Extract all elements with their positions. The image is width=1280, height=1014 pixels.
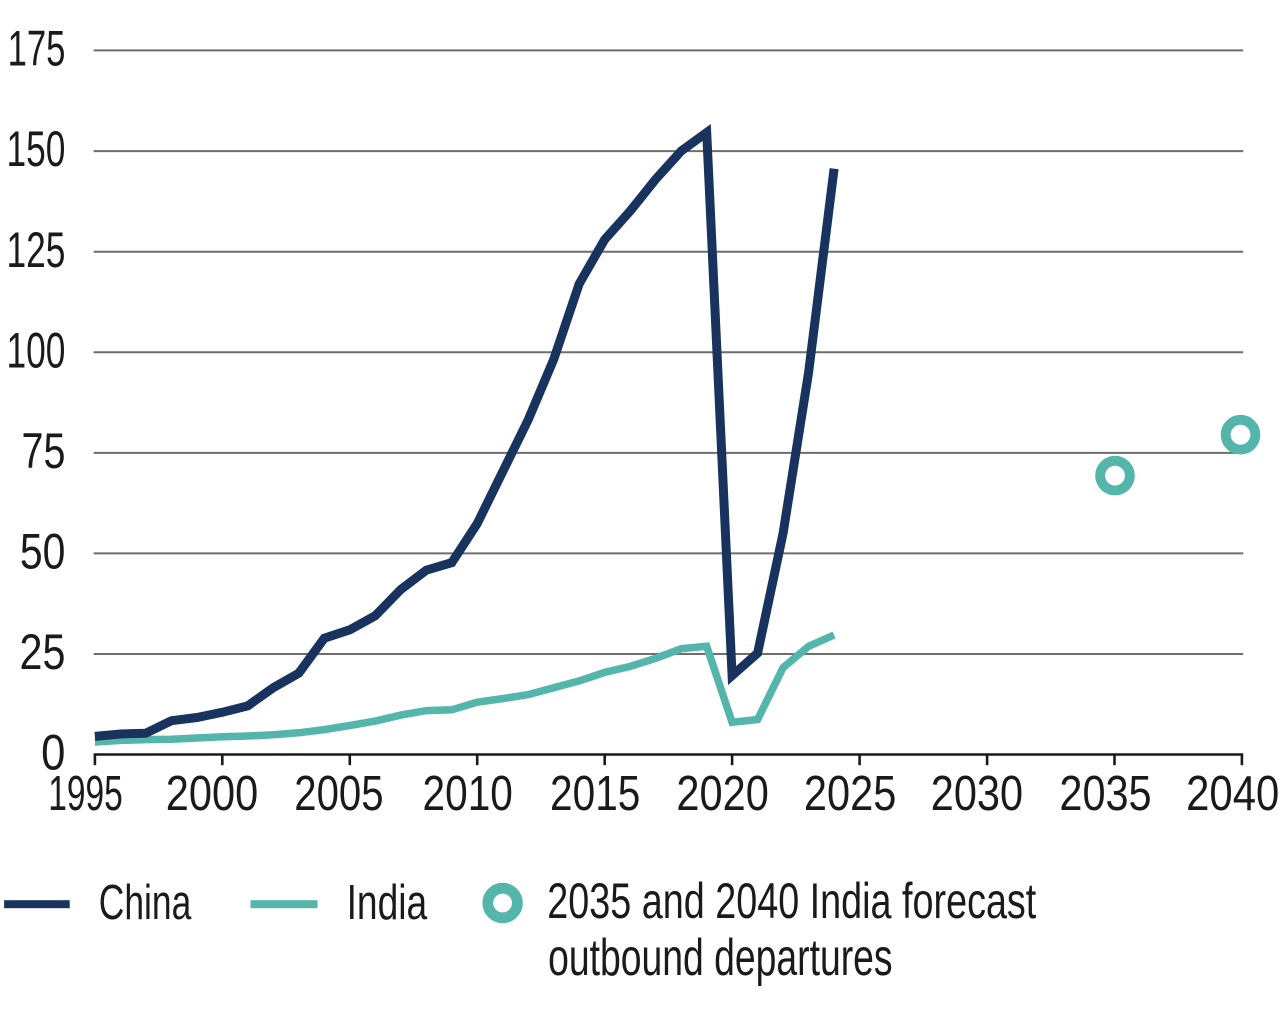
svg-text:125: 125 <box>7 222 66 278</box>
svg-text:China: China <box>99 875 192 930</box>
svg-text:2015: 2015 <box>550 766 640 821</box>
svg-text:150: 150 <box>7 121 66 177</box>
svg-text:175: 175 <box>8 21 66 77</box>
svg-text:2035 and 2040 India forecast: 2035 and 2040 India forecast <box>547 873 1036 929</box>
svg-text:2035: 2035 <box>1059 766 1151 821</box>
svg-text:2000: 2000 <box>166 766 258 821</box>
svg-text:1995: 1995 <box>48 766 123 821</box>
svg-text:50: 50 <box>20 524 66 580</box>
svg-text:2005: 2005 <box>294 766 383 821</box>
svg-text:2040: 2040 <box>1186 766 1279 821</box>
svg-text:100: 100 <box>7 322 66 378</box>
svg-text:25: 25 <box>20 624 66 680</box>
svg-text:0: 0 <box>41 725 65 781</box>
svg-text:India: India <box>347 875 428 930</box>
svg-text:outbound departures: outbound departures <box>548 929 893 987</box>
svg-text:2020: 2020 <box>676 766 768 821</box>
svg-text:75: 75 <box>22 423 66 479</box>
svg-text:2030: 2030 <box>931 766 1023 821</box>
svg-text:2010: 2010 <box>423 766 513 821</box>
svg-text:2025: 2025 <box>804 766 896 821</box>
